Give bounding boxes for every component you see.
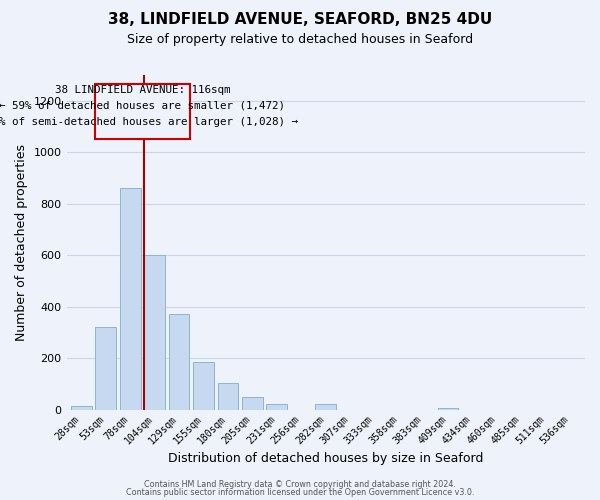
Bar	[242, 398, 263, 409]
Y-axis label: Number of detached properties: Number of detached properties	[15, 144, 28, 341]
FancyBboxPatch shape	[95, 84, 190, 139]
Text: Size of property relative to detached houses in Seaford: Size of property relative to detached ho…	[127, 32, 473, 46]
Bar	[316, 404, 336, 409]
Bar	[144, 255, 165, 410]
Text: 41% of semi-detached houses are larger (1,028) →: 41% of semi-detached houses are larger (…	[0, 118, 298, 128]
X-axis label: Distribution of detached houses by size in Seaford: Distribution of detached houses by size …	[168, 452, 484, 465]
Bar	[120, 188, 140, 410]
Bar	[218, 382, 238, 409]
Bar	[437, 408, 458, 410]
Bar	[95, 327, 116, 409]
Bar	[266, 404, 287, 409]
Bar	[169, 314, 190, 410]
Text: 38, LINDFIELD AVENUE, SEAFORD, BN25 4DU: 38, LINDFIELD AVENUE, SEAFORD, BN25 4DU	[108, 12, 492, 28]
Bar	[193, 362, 214, 410]
Text: Contains public sector information licensed under the Open Government Licence v3: Contains public sector information licen…	[126, 488, 474, 497]
Bar	[71, 406, 92, 410]
Text: 38 LINDFIELD AVENUE: 116sqm: 38 LINDFIELD AVENUE: 116sqm	[55, 86, 230, 96]
Text: Contains HM Land Registry data © Crown copyright and database right 2024.: Contains HM Land Registry data © Crown c…	[144, 480, 456, 489]
Text: ← 59% of detached houses are smaller (1,472): ← 59% of detached houses are smaller (1,…	[0, 101, 286, 111]
